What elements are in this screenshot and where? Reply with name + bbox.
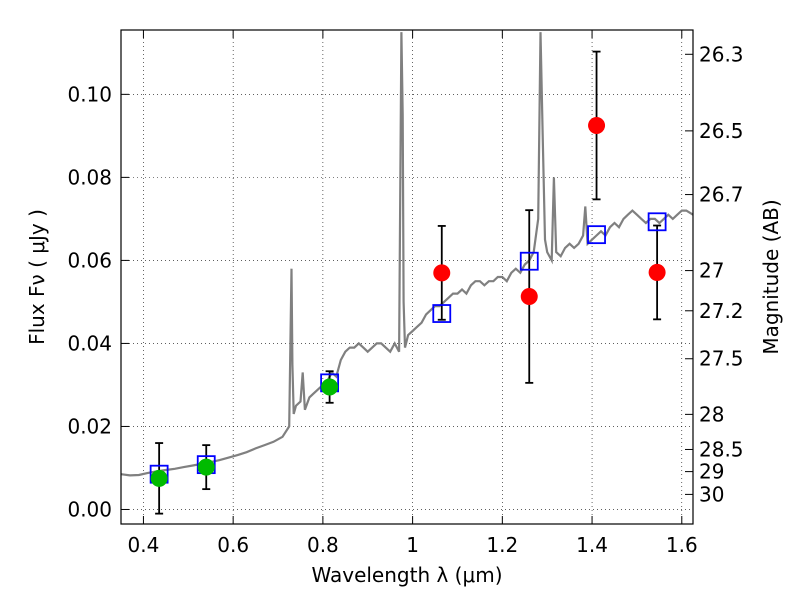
right-tick-label: 26.5 bbox=[699, 119, 744, 143]
nondetection-point bbox=[588, 116, 606, 134]
y-tick-label: 0.00 bbox=[67, 497, 112, 521]
right-tick-label: 28.5 bbox=[699, 437, 744, 461]
x-tick-label: 1.4 bbox=[576, 533, 608, 557]
right-tick-label: 27.2 bbox=[699, 299, 744, 323]
detection-point bbox=[321, 378, 339, 396]
x-tick-label: 0.6 bbox=[217, 533, 249, 557]
y-tick-label: 0.10 bbox=[67, 82, 112, 106]
model-spectrum-line bbox=[121, 32, 693, 477]
model-photometry-square bbox=[647, 212, 667, 232]
x-tick-label: 0.4 bbox=[128, 533, 160, 557]
right-tick-label: 28 bbox=[699, 402, 724, 426]
right-tick-label: 27 bbox=[699, 259, 724, 283]
y-tick-label: 0.02 bbox=[67, 414, 112, 438]
x-tick-label: 1 bbox=[406, 533, 419, 557]
plot-series bbox=[121, 32, 693, 515]
x-tick-label: 0.8 bbox=[307, 533, 339, 557]
model-photometry-square bbox=[432, 304, 452, 323]
x-tick-label: 1.2 bbox=[486, 533, 518, 557]
model-photometry-square bbox=[519, 251, 539, 271]
detection-point bbox=[150, 469, 168, 487]
right-tick-label: 27.5 bbox=[699, 347, 744, 371]
y-axis-label: Flux Fν ( μJy ) bbox=[25, 209, 49, 345]
x-tick-label: 1.6 bbox=[666, 533, 698, 557]
plot-frame bbox=[120, 29, 694, 525]
right-axis-label: Magnitude (AB) bbox=[759, 199, 783, 354]
detection-point bbox=[197, 458, 215, 476]
right-tick-label: 30 bbox=[699, 482, 724, 506]
y-tick-label: 0.04 bbox=[67, 331, 112, 355]
y-tick-label: 0.06 bbox=[67, 248, 112, 272]
right-tick-label: 26.3 bbox=[699, 42, 744, 66]
grid-lines bbox=[121, 30, 693, 524]
right-tick-label: 26.7 bbox=[699, 183, 744, 207]
model-photometry-square bbox=[587, 225, 606, 245]
axis-ticks: 0.4 0.6 0.8 1 1.2 1.4 1.6 0.00 0.02 0.04 0.06 0.08 0… bbox=[67, 30, 744, 557]
x-axis-label: Wavelength λ (μm) bbox=[311, 563, 502, 587]
right-tick-label: 29 bbox=[699, 460, 724, 484]
nondetection-point bbox=[520, 288, 538, 306]
nondetection-point bbox=[433, 264, 451, 282]
nondetection-point bbox=[648, 263, 666, 281]
y-tick-label: 0.08 bbox=[67, 165, 112, 189]
